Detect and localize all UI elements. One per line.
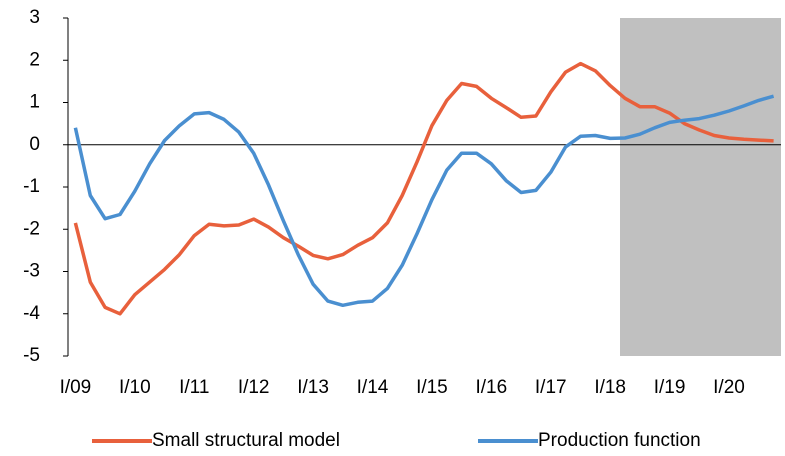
x-tick-label: I/14 bbox=[357, 377, 389, 398]
x-tick-label: I/10 bbox=[119, 377, 151, 398]
x-tick-label: I/09 bbox=[60, 377, 92, 398]
y-tick-label: -4 bbox=[23, 303, 40, 324]
x-tick-label: I/13 bbox=[297, 377, 329, 398]
y-tick-label: -1 bbox=[23, 176, 40, 197]
series-line bbox=[73, 94, 775, 308]
y-tick-label: -3 bbox=[23, 261, 40, 282]
x-tick-label: I/19 bbox=[654, 377, 686, 398]
x-tick-label: I/11 bbox=[179, 377, 209, 398]
y-tick-label: 1 bbox=[29, 92, 40, 113]
x-tick-label: I/12 bbox=[238, 377, 270, 398]
x-tick-label: I/18 bbox=[594, 377, 626, 398]
y-tick-label: 3 bbox=[29, 7, 40, 28]
legend-label: Production function bbox=[538, 430, 701, 451]
y-tick-label: 2 bbox=[29, 49, 40, 70]
legend-label: Small structural model bbox=[152, 430, 340, 451]
x-tick-label: I/16 bbox=[475, 377, 507, 398]
y-tick-label: -2 bbox=[23, 218, 40, 239]
forecast-shading bbox=[620, 18, 781, 356]
y-tick-label: 0 bbox=[29, 134, 40, 155]
y-tick-label: -5 bbox=[23, 345, 40, 366]
x-tick-label: I/15 bbox=[416, 377, 448, 398]
series-line bbox=[73, 61, 774, 316]
x-tick-label: I/20 bbox=[713, 377, 745, 398]
x-tick-label: I/17 bbox=[535, 377, 567, 398]
